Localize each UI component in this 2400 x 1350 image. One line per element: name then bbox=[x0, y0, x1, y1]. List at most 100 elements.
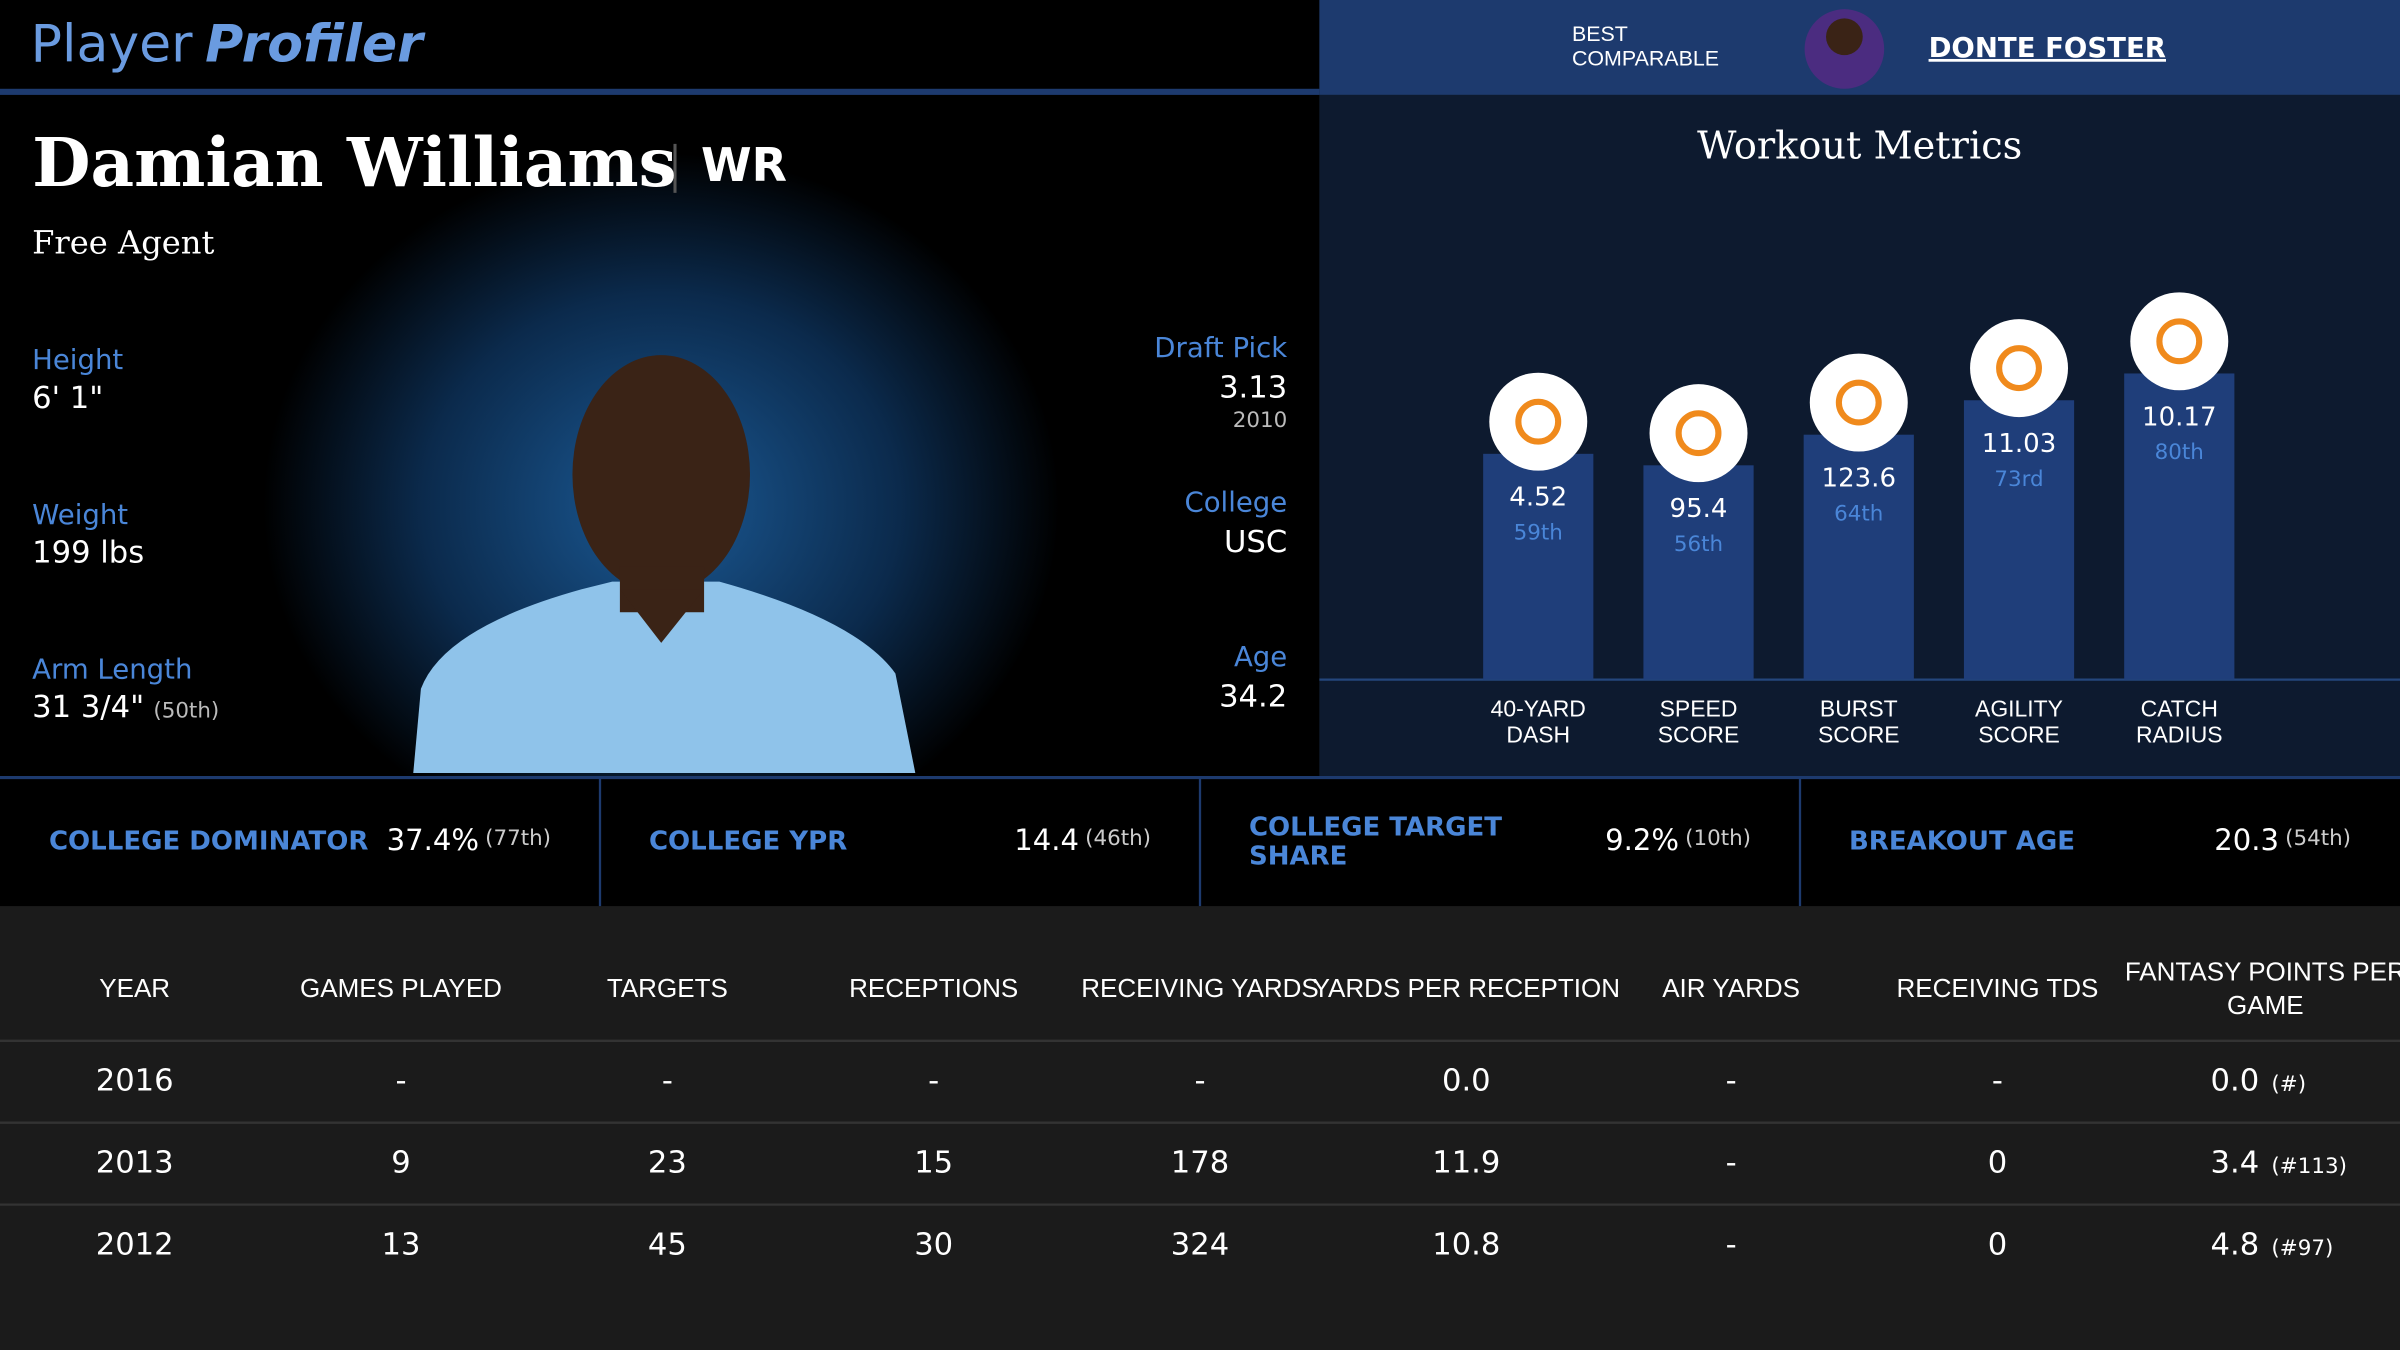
stat-value: 9.2% bbox=[1605, 823, 1679, 857]
bio-value: USC bbox=[1224, 525, 1287, 560]
stat-label: COLLEGE YPR bbox=[649, 826, 847, 856]
metric-icon-glyph bbox=[2156, 318, 2203, 365]
logo: Player bbox=[31, 14, 194, 74]
metric-icon bbox=[1649, 384, 1748, 483]
table-cell: 324 bbox=[1171, 1227, 1229, 1262]
metric-value: 95.4 bbox=[1670, 494, 1728, 524]
bio-value: 6' 1" bbox=[32, 381, 103, 416]
metric-icon bbox=[1809, 353, 1908, 452]
table-cell: - bbox=[928, 1064, 939, 1099]
stat-label: COLLEGE TARGET bbox=[1249, 813, 1502, 843]
player-photo bbox=[413, 355, 916, 773]
table-cell: 4.8 bbox=[2210, 1227, 2259, 1262]
table-header: GAME bbox=[2227, 990, 2304, 1020]
metric-label: AGILITY bbox=[1975, 695, 2063, 721]
stat-value: 37.4% bbox=[387, 823, 479, 857]
table-cell: 45 bbox=[648, 1227, 687, 1262]
table-cell: 9 bbox=[391, 1146, 410, 1181]
bio-value: 3.13 bbox=[1219, 370, 1287, 405]
metric-percentile: 73rd bbox=[1994, 467, 2043, 492]
stat-label: BREAKOUT AGE bbox=[1849, 826, 2075, 856]
comparable-face bbox=[1826, 18, 1863, 56]
stat-rank: (77th) bbox=[485, 826, 551, 851]
table-cell: - bbox=[1992, 1064, 2003, 1099]
comparable-label: COMPARABLE bbox=[1572, 46, 1719, 70]
table-cell: - bbox=[1194, 1064, 1205, 1099]
table-cell: 10.8 bbox=[1432, 1227, 1500, 1262]
bio-label: Weight bbox=[32, 499, 128, 531]
table-cell: - bbox=[395, 1064, 406, 1099]
metric-icon-glyph bbox=[1996, 345, 2042, 392]
table-cell: - bbox=[1726, 1146, 1737, 1181]
table-header: FANTASY POINTS PER bbox=[2125, 956, 2400, 986]
metric-label: SCORE bbox=[1978, 721, 2060, 747]
stat-rank: (10th) bbox=[1685, 826, 1751, 851]
workout-bar bbox=[1643, 465, 1754, 680]
player-name: Damian Williams bbox=[32, 123, 676, 202]
workout-bar bbox=[1483, 453, 1594, 680]
metric-percentile: 56th bbox=[1674, 532, 1723, 557]
table-cell: 0.0 bbox=[2210, 1064, 2259, 1099]
metric-percentile: 64th bbox=[1834, 501, 1883, 526]
player-position: WR bbox=[701, 138, 787, 192]
metric-percentile: 59th bbox=[1514, 520, 1563, 545]
table-header: RECEIVING YARDS bbox=[1081, 973, 1319, 1003]
table-cell: 178 bbox=[1171, 1146, 1229, 1181]
table-header: AIR YARDS bbox=[1662, 973, 1800, 1003]
table-header: YEAR bbox=[99, 973, 170, 1003]
player-team: Free Agent bbox=[32, 223, 214, 261]
metric-label: SPEED bbox=[1660, 695, 1738, 721]
metric-icon bbox=[1489, 372, 1588, 471]
metric-value: 123.6 bbox=[1822, 464, 1896, 494]
table-cell: 2012 bbox=[96, 1227, 174, 1262]
metric-icon-glyph bbox=[1515, 398, 1562, 445]
metric-icon-glyph bbox=[1835, 379, 1882, 426]
table-cell: 11.9 bbox=[1432, 1146, 1500, 1181]
table-cell: 13 bbox=[382, 1227, 421, 1262]
metric-label: SCORE bbox=[1818, 721, 1900, 747]
bio-label: Draft Pick bbox=[1154, 332, 1287, 364]
comparable-name[interactable]: DONTE FOSTER bbox=[1929, 32, 2166, 64]
table-cell: - bbox=[662, 1064, 673, 1099]
stat-value: 14.4 bbox=[1014, 823, 1079, 857]
workout-title: Workout Metrics bbox=[1697, 123, 2022, 168]
metric-label: SCORE bbox=[1658, 721, 1740, 747]
bio-value: 199 lbs bbox=[32, 536, 144, 571]
table-header: RECEPTIONS bbox=[849, 973, 1018, 1003]
metric-value: 10.17 bbox=[2142, 402, 2216, 432]
table-cell: - bbox=[1726, 1064, 1737, 1099]
metric-label: BURST bbox=[1820, 695, 1898, 721]
metric-icon-glyph bbox=[1675, 410, 1722, 457]
metric-value: 4.52 bbox=[1509, 483, 1567, 513]
table-cell: 30 bbox=[914, 1227, 953, 1262]
stat-rank: (54th) bbox=[2285, 826, 2351, 851]
bio-label: Height bbox=[32, 344, 123, 376]
metric-value: 11.03 bbox=[1982, 429, 2056, 459]
table-cell: 0 bbox=[1988, 1227, 2007, 1262]
table-cell-rank: (#113) bbox=[2271, 1154, 2347, 1179]
table-cell: - bbox=[1726, 1227, 1737, 1262]
comparable-label: BEST bbox=[1572, 22, 1628, 46]
stat-label: COLLEGE DOMINATOR bbox=[49, 826, 368, 856]
metric-label: DASH bbox=[1506, 721, 1570, 747]
metric-percentile: 80th bbox=[2155, 440, 2204, 465]
table-cell: 3.4 bbox=[2210, 1146, 2259, 1181]
table-cell-rank: (#97) bbox=[2271, 1236, 2333, 1261]
stat-rank: (46th) bbox=[1085, 826, 1151, 851]
metric-icon bbox=[1970, 319, 2069, 418]
workout-bar bbox=[2124, 373, 2235, 680]
metric-label: 40-YARD bbox=[1491, 695, 1586, 721]
stat-label: SHARE bbox=[1249, 842, 1347, 872]
stat-value: 20.3 bbox=[2214, 823, 2279, 857]
metric-icon bbox=[2130, 292, 2229, 391]
table-cell-rank: (#) bbox=[2271, 1072, 2306, 1097]
table-header: GAMES PLAYED bbox=[300, 973, 502, 1003]
bio-note: (50th) bbox=[153, 699, 219, 724]
header-rule bbox=[0, 88, 1320, 95]
workout-bar bbox=[1803, 434, 1914, 680]
workout-bar bbox=[1963, 400, 2075, 680]
table-cell: 2016 bbox=[96, 1064, 174, 1099]
table-cell: 0.0 bbox=[1442, 1064, 1491, 1099]
logo: Profiler bbox=[205, 14, 426, 74]
